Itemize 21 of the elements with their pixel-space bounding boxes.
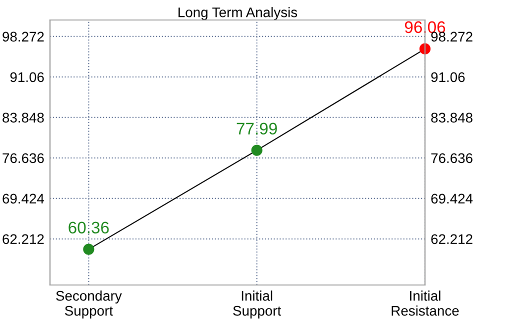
y2-tick-label: 98.272 — [431, 32, 472, 42]
x-tick-label: Secondary Support — [56, 290, 122, 318]
x-tick-label: Initial Resistance — [392, 290, 459, 316]
y-tick-label: 91.06 — [10, 72, 44, 82]
y2-tick-label: 76.636 — [431, 153, 472, 164]
y2-tick-label: 83.848 — [431, 112, 472, 123]
y2-tick-label: 91.06 — [431, 72, 465, 82]
y-tick-label: 98.272 — [2, 32, 44, 42]
y-tick-label: 62.212 — [2, 234, 44, 244]
x-tick-label: Initial Support — [233, 290, 282, 318]
y-tick-label: 76.636 — [2, 153, 44, 164]
y-tick-label: 83.848 — [2, 112, 44, 123]
data-label: 60.36 — [68, 222, 109, 234]
y-tick-label: 69.424 — [2, 194, 44, 204]
point — [83, 244, 94, 255]
y2-tick-label: 69.424 — [431, 194, 473, 204]
point — [251, 144, 262, 156]
chart-title: Long Term Analysis — [178, 7, 298, 20]
y2-tick-label: 62.212 — [431, 234, 472, 244]
data-label: 96.06 — [404, 21, 446, 34]
data-label: 77.99 — [236, 122, 277, 135]
